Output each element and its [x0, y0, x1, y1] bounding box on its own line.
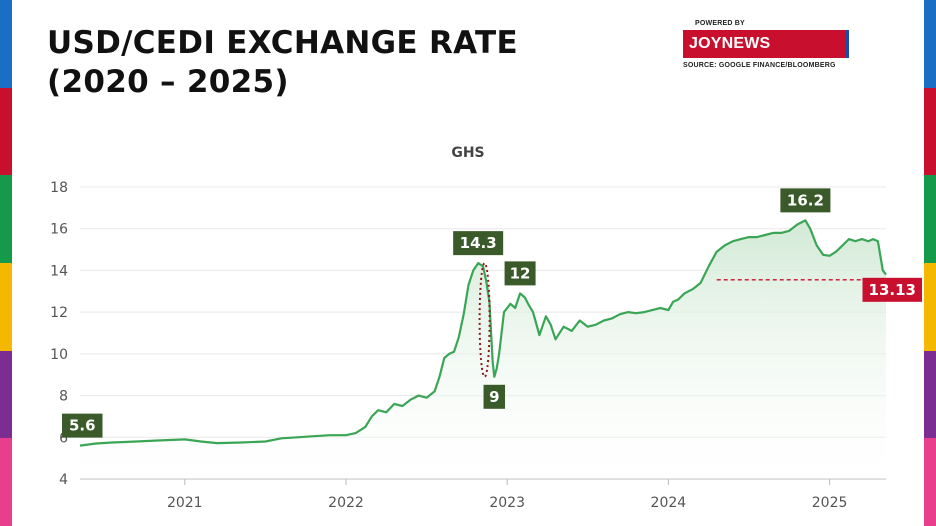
title-line-1: USD/CEDI EXCHANGE RATE	[47, 25, 518, 61]
joynews-research-logo: JOYNEWS RESEARCH	[683, 30, 849, 80]
stripe-segment	[0, 262, 12, 351]
y-tick-label: 16	[50, 222, 68, 238]
y-tick-label: 8	[59, 389, 68, 405]
stripe-segment	[0, 438, 12, 526]
y-axis-label: GHS	[451, 145, 484, 161]
stripe-segment	[0, 350, 12, 439]
data-label: 12	[510, 264, 531, 282]
data-label: 9	[489, 388, 499, 406]
data-label: 16.2	[787, 191, 824, 209]
data-label-box	[62, 413, 103, 438]
y-tick-label: 4	[59, 472, 68, 488]
left-color-stripe	[0, 0, 12, 526]
data-label-box	[504, 261, 536, 286]
stripe-segment	[924, 175, 936, 263]
data-label: 5.6	[69, 417, 96, 435]
x-tick-label: 2023	[489, 495, 525, 511]
drop-marker-ellipse	[478, 262, 491, 378]
series-line	[79, 219, 887, 447]
powered-by-label: POWERED BY	[695, 20, 745, 27]
series-area	[80, 220, 886, 479]
page-title: USD/CEDI EXCHANGE RATE (2020 – 2025)	[47, 24, 518, 102]
stripe-segment	[924, 350, 936, 439]
right-color-stripe	[924, 0, 936, 526]
x-tick-label: 2024	[651, 495, 687, 511]
stripe-segment	[0, 175, 12, 263]
stripe-segment	[924, 438, 936, 526]
x-tick-label: 2025	[812, 495, 848, 511]
y-tick-label: 12	[50, 305, 68, 321]
x-tick-label: 2021	[167, 495, 203, 511]
y-tick-label: 6	[59, 430, 68, 446]
stripe-segment	[0, 87, 12, 176]
x-tick-label: 2022	[328, 495, 364, 511]
data-label-box	[862, 277, 922, 302]
stripe-segment	[924, 262, 936, 351]
data-label: 13.13	[869, 281, 916, 299]
stripe-segment	[924, 87, 936, 176]
data-label-box	[780, 188, 831, 213]
title-line-2: (2020 – 2025)	[47, 64, 289, 100]
source-label: SOURCE: GOOGLE FINANCE/BLOOMBERG	[683, 62, 836, 69]
stripe-segment	[924, 0, 936, 88]
y-tick-label: 10	[50, 347, 68, 363]
data-label-box	[453, 231, 504, 256]
data-label-box	[483, 384, 506, 409]
y-tick-label: 18	[50, 180, 68, 196]
y-tick-label: 14	[50, 263, 68, 279]
data-label: 14.3	[460, 234, 497, 252]
stripe-segment	[0, 0, 12, 88]
brand-block: POWERED BY JOYNEWS RESEARCH SOURCE: GOOG…	[683, 20, 853, 80]
